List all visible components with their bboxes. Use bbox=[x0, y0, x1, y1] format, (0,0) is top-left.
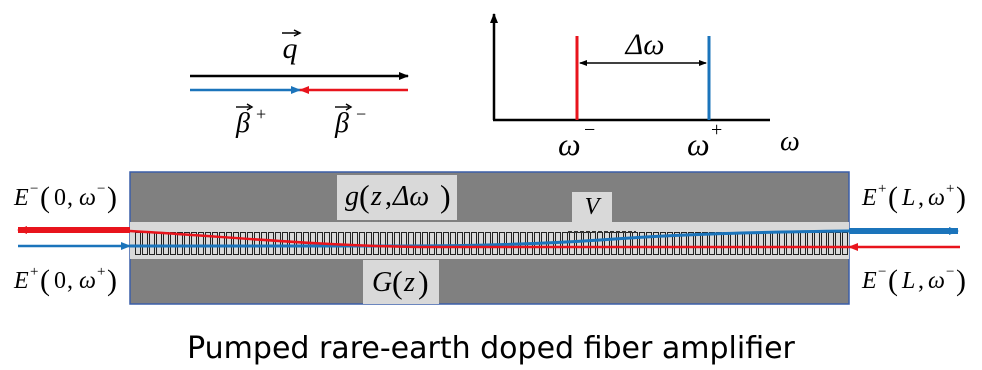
svg-text:): ) bbox=[107, 264, 117, 297]
svg-text:): ) bbox=[107, 181, 117, 214]
svg-text:0: 0 bbox=[54, 185, 66, 211]
svg-text:(: ( bbox=[888, 181, 898, 214]
svg-text:g: g bbox=[345, 181, 359, 212]
svg-text:+: + bbox=[946, 181, 954, 197]
svg-text:β: β bbox=[235, 108, 250, 139]
field-left-bottom: E + ( 0 , ω + ) bbox=[13, 264, 117, 297]
svg-text:ω: ω bbox=[79, 185, 96, 211]
wavevector-diagram: q β + β − bbox=[190, 29, 409, 139]
svg-text:E: E bbox=[861, 268, 877, 294]
svg-text:ω: ω bbox=[79, 268, 96, 294]
svg-text:−: − bbox=[584, 119, 595, 141]
svg-text:−: − bbox=[946, 264, 954, 280]
svg-text:+: + bbox=[256, 104, 266, 124]
svg-text:+: + bbox=[97, 264, 105, 280]
svg-text:E: E bbox=[861, 185, 877, 211]
svg-text:β: β bbox=[334, 108, 349, 139]
svg-text:,: , bbox=[67, 185, 73, 211]
svg-text:−: − bbox=[30, 181, 38, 197]
fiber: g ( z , Δω ) G ( z ) V bbox=[17, 171, 960, 305]
svg-text:+: + bbox=[711, 119, 722, 141]
beta-plus-label: β + bbox=[235, 103, 266, 139]
omega-minus-label: ω − bbox=[558, 119, 595, 162]
svg-text:,: , bbox=[918, 268, 924, 294]
svg-text:): ) bbox=[418, 264, 429, 300]
forward-signal-curve bbox=[130, 229, 850, 248]
svg-text:): ) bbox=[440, 178, 451, 214]
V-label: V bbox=[585, 194, 602, 220]
svg-text:L: L bbox=[901, 185, 915, 211]
svg-text:E: E bbox=[13, 268, 29, 294]
svg-text:(: ( bbox=[359, 178, 370, 214]
svg-text:ω: ω bbox=[928, 185, 945, 211]
field-left-top: E − ( 0 , ω − ) bbox=[13, 181, 117, 214]
svg-text:+: + bbox=[878, 181, 886, 197]
beta-minus-label: β − bbox=[334, 103, 366, 139]
field-right-top: E + ( L , ω + ) bbox=[861, 181, 966, 214]
field-right-bottom: E − ( L , ω − ) bbox=[861, 264, 966, 297]
svg-text:Δω: Δω bbox=[392, 181, 429, 212]
spectrum-diagram: Δω ω − ω + ω bbox=[490, 13, 800, 162]
G-label: G ( z ) bbox=[372, 264, 429, 300]
svg-text:ω: ω bbox=[558, 126, 581, 162]
svg-text:0: 0 bbox=[54, 268, 66, 294]
G-label-box bbox=[363, 260, 439, 304]
svg-text:(: ( bbox=[40, 264, 50, 297]
delta-omega-label: Δω bbox=[625, 28, 665, 61]
svg-text:L: L bbox=[901, 268, 915, 294]
svg-text:(: ( bbox=[392, 264, 403, 300]
V-label-box bbox=[572, 192, 612, 222]
svg-text:−: − bbox=[97, 181, 105, 197]
svg-text:(: ( bbox=[40, 181, 50, 214]
q-label: q bbox=[283, 32, 298, 65]
svg-text:+: + bbox=[30, 264, 38, 280]
omega-axis-label: ω bbox=[780, 126, 800, 157]
svg-text:): ) bbox=[956, 181, 966, 214]
svg-text:z: z bbox=[370, 181, 382, 212]
gain-label: g ( z , Δω ) bbox=[345, 178, 451, 214]
svg-text:−: − bbox=[878, 264, 886, 280]
svg-text:−: − bbox=[356, 104, 366, 124]
svg-text:G: G bbox=[372, 267, 392, 298]
svg-text:ω: ω bbox=[687, 126, 710, 162]
svg-text:,: , bbox=[918, 185, 924, 211]
svg-text:,: , bbox=[385, 181, 392, 212]
svg-text:,: , bbox=[67, 268, 73, 294]
svg-text:z: z bbox=[403, 267, 415, 298]
svg-text:): ) bbox=[956, 264, 966, 297]
gain-label-box bbox=[337, 175, 457, 220]
omega-plus-label: ω + bbox=[687, 119, 722, 162]
figure-caption: Pumped rare-earth doped fiber amplifier bbox=[187, 331, 795, 366]
backward-signal-curve bbox=[129, 229, 849, 249]
svg-text:E: E bbox=[13, 185, 29, 211]
svg-text:(: ( bbox=[888, 264, 898, 297]
svg-text:ω: ω bbox=[928, 268, 945, 294]
q-vector-head bbox=[293, 29, 302, 37]
